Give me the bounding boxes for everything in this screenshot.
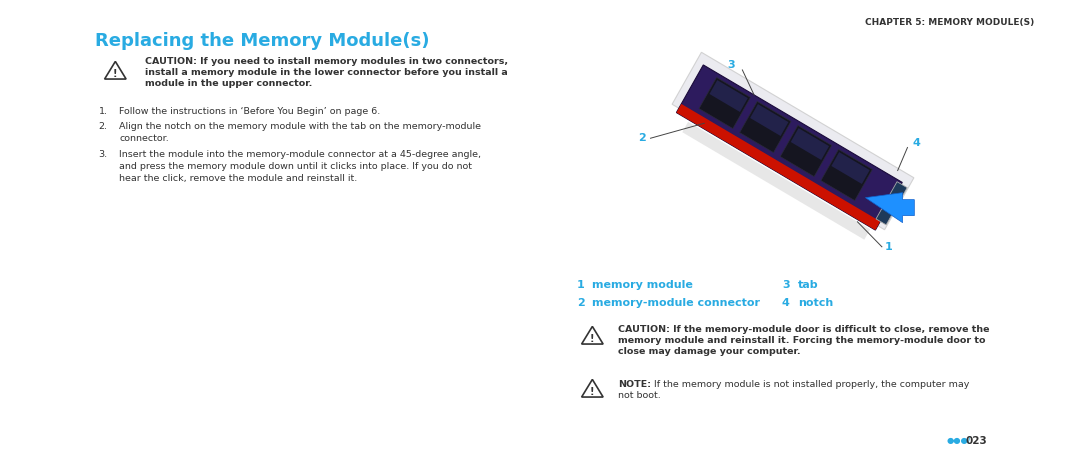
- Text: memory module and reinstall it. Forcing the memory-module door to: memory module and reinstall it. Forcing …: [618, 336, 985, 345]
- Text: 1: 1: [577, 280, 584, 290]
- Text: tab: tab: [798, 280, 819, 290]
- Polygon shape: [740, 101, 791, 152]
- Text: install a memory module in the lower connector before you install a: install a memory module in the lower con…: [145, 68, 508, 77]
- Text: 023: 023: [966, 436, 987, 446]
- Polygon shape: [780, 126, 832, 177]
- Polygon shape: [710, 80, 747, 112]
- Text: 2.: 2.: [98, 122, 108, 131]
- Text: If the memory module is not installed properly, the computer may: If the memory module is not installed pr…: [651, 380, 970, 389]
- Polygon shape: [791, 128, 829, 160]
- Text: 2: 2: [638, 133, 646, 143]
- Text: 4: 4: [913, 137, 920, 147]
- Text: CAUTION: If you need to install memory modules in two connectors,: CAUTION: If you need to install memory m…: [145, 57, 508, 66]
- Text: 1: 1: [885, 242, 892, 252]
- Text: notch: notch: [798, 298, 833, 308]
- Text: CHAPTER 5: MEMORY MODULE(S): CHAPTER 5: MEMORY MODULE(S): [865, 18, 1035, 27]
- Text: !: !: [113, 69, 118, 79]
- Text: ●●●/: ●●●/: [946, 436, 971, 445]
- Polygon shape: [672, 52, 914, 230]
- Text: memory module: memory module: [592, 280, 693, 290]
- Text: module in the upper connector.: module in the upper connector.: [145, 79, 312, 88]
- Text: Align the notch on the memory module with the tab on the memory-module
connector: Align the notch on the memory module wit…: [119, 122, 482, 143]
- Text: not boot.: not boot.: [618, 391, 661, 400]
- Text: CAUTION: If the memory-module door is difficult to close, remove the: CAUTION: If the memory-module door is di…: [618, 325, 989, 334]
- Text: 3: 3: [727, 60, 734, 70]
- Polygon shape: [751, 104, 788, 136]
- Text: !: !: [590, 387, 595, 397]
- Polygon shape: [676, 65, 902, 230]
- Text: memory-module connector: memory-module connector: [592, 298, 760, 308]
- Polygon shape: [832, 152, 869, 184]
- Text: 3: 3: [782, 280, 789, 290]
- Text: Insert the module into the memory-module connector at a 45-degree angle,
and pre: Insert the module into the memory-module…: [119, 150, 482, 183]
- Text: 3.: 3.: [98, 150, 108, 159]
- Text: !: !: [590, 334, 595, 344]
- Text: Follow the instructions in ‘Before You Begin’ on page 6.: Follow the instructions in ‘Before You B…: [119, 107, 380, 116]
- Text: Replacing the Memory Module(s): Replacing the Memory Module(s): [95, 32, 430, 50]
- Text: close may damage your computer.: close may damage your computer.: [618, 347, 800, 356]
- Polygon shape: [821, 149, 873, 201]
- Polygon shape: [865, 192, 915, 222]
- Text: 1.: 1.: [98, 107, 108, 116]
- Polygon shape: [699, 77, 751, 129]
- Polygon shape: [876, 182, 907, 225]
- Polygon shape: [676, 104, 880, 230]
- Text: NOTE:: NOTE:: [618, 380, 651, 389]
- Polygon shape: [683, 122, 870, 240]
- Text: 4: 4: [782, 298, 789, 308]
- Text: 2: 2: [577, 298, 584, 308]
